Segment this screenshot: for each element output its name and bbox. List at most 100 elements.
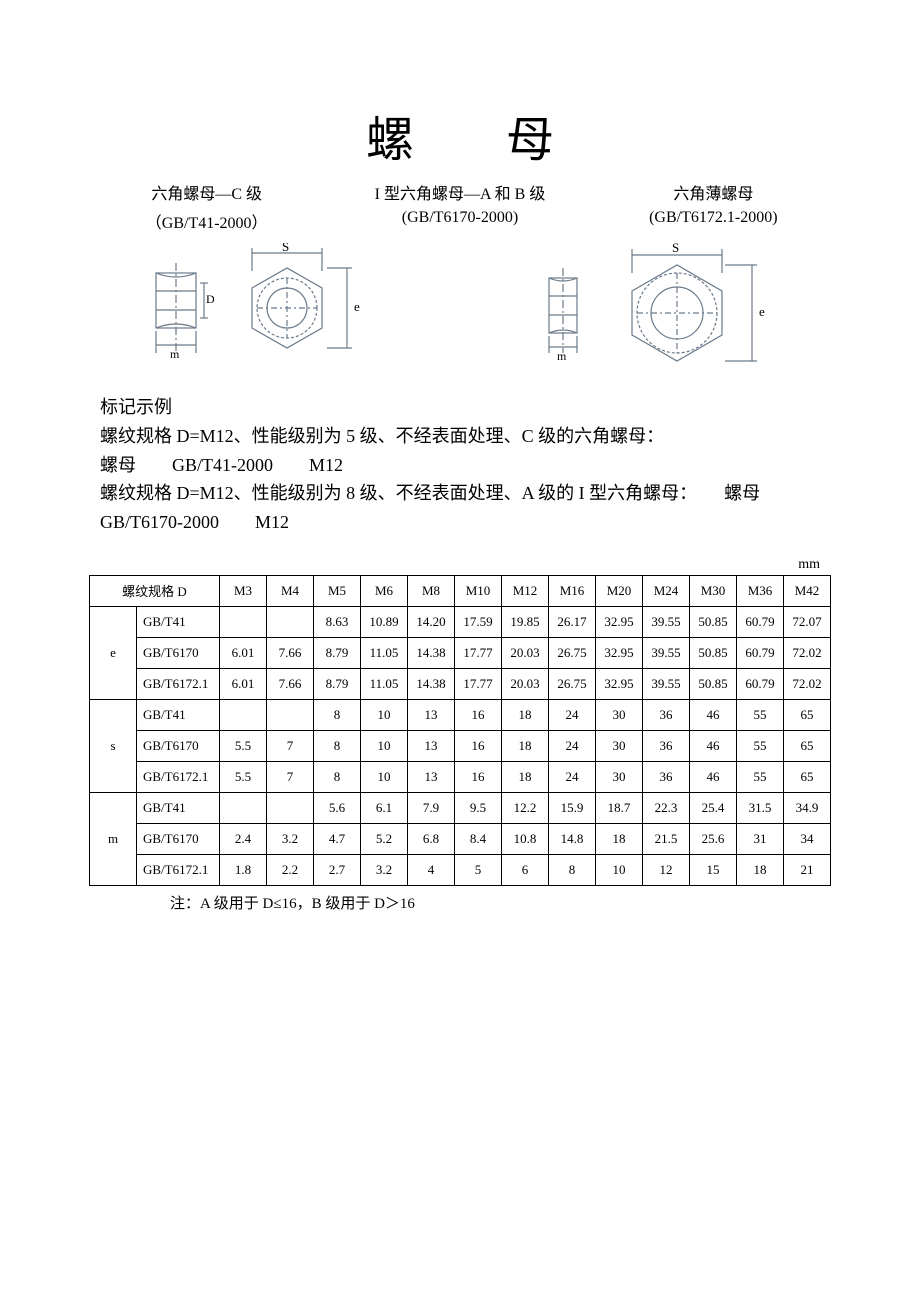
value-cell: 50.85	[690, 668, 737, 699]
value-cell: 25.6	[690, 823, 737, 854]
value-cell: 24	[549, 699, 596, 730]
value-cell: 55	[737, 761, 784, 792]
value-cell: 8.4	[455, 823, 502, 854]
param-cell: e	[90, 606, 137, 699]
value-cell: 3.2	[267, 823, 314, 854]
value-cell: 14.38	[408, 637, 455, 668]
value-cell: 46	[690, 730, 737, 761]
value-cell: 60.79	[737, 668, 784, 699]
value-cell: 7.9	[408, 792, 455, 823]
value-cell: 26.17	[549, 606, 596, 637]
col-size: M4	[267, 575, 314, 606]
value-cell: 8	[314, 730, 361, 761]
value-cell: 9.5	[455, 792, 502, 823]
value-cell: 8.79	[314, 668, 361, 699]
value-cell: 18	[502, 699, 549, 730]
value-cell: 32.95	[596, 637, 643, 668]
dim-S-label: S	[282, 243, 289, 254]
value-cell: 30	[596, 699, 643, 730]
col-size: M24	[643, 575, 690, 606]
value-cell: 15	[690, 854, 737, 885]
value-cell: 39.55	[643, 668, 690, 699]
value-cell: 8	[549, 854, 596, 885]
col-size: M20	[596, 575, 643, 606]
example-line2: 螺母 GB/T41-2000 M12	[100, 451, 820, 480]
value-cell: 25.4	[690, 792, 737, 823]
value-cell: 14.8	[549, 823, 596, 854]
thin-nut-top-view-icon: S e	[607, 243, 777, 373]
value-cell: 31.5	[737, 792, 784, 823]
param-cell: s	[90, 699, 137, 792]
value-cell	[220, 792, 267, 823]
value-cell: 32.95	[596, 668, 643, 699]
value-cell: 10.89	[361, 606, 408, 637]
col-size: M8	[408, 575, 455, 606]
standard-cell: GB/T6170	[137, 823, 220, 854]
value-cell: 17.77	[455, 637, 502, 668]
value-cell: 7	[267, 761, 314, 792]
value-cell: 4.7	[314, 823, 361, 854]
col-size: M12	[502, 575, 549, 606]
col-size: M6	[361, 575, 408, 606]
value-cell: 18	[737, 854, 784, 885]
value-cell: 30	[596, 761, 643, 792]
dim-e-label: e	[354, 299, 360, 314]
unit-label: mm	[40, 557, 820, 573]
value-cell: 11.05	[361, 637, 408, 668]
dim-e-label-2: e	[759, 304, 765, 319]
subcode-1: （GB/T41-2000）	[80, 209, 333, 233]
diagram-group-1: D m S e	[144, 243, 372, 373]
table-row: GB/T6172.15.57810131618243036465565	[90, 761, 831, 792]
nut-top-view-icon: S e	[222, 243, 372, 373]
table-row: sGB/T41810131618243036465565	[90, 699, 831, 730]
value-cell: 72.07	[784, 606, 831, 637]
value-cell: 72.02	[784, 668, 831, 699]
dim-m-label: m	[170, 347, 180, 361]
value-cell: 34	[784, 823, 831, 854]
dim-D-label: D	[206, 292, 214, 306]
param-cell: m	[90, 792, 137, 885]
table-row: GB/T61702.43.24.75.26.88.410.814.81821.5…	[90, 823, 831, 854]
value-cell: 14.38	[408, 668, 455, 699]
value-cell: 5.6	[314, 792, 361, 823]
value-cell: 2.2	[267, 854, 314, 885]
value-cell: 6	[502, 854, 549, 885]
value-cell: 7	[267, 730, 314, 761]
value-cell: 17.77	[455, 668, 502, 699]
value-cell: 1.8	[220, 854, 267, 885]
value-cell: 20.03	[502, 668, 549, 699]
standard-cell: GB/T6172.1	[137, 668, 220, 699]
subtitle-1: 六角螺母—C 级	[80, 180, 333, 204]
table-row: GB/T6172.16.017.668.7911.0514.3817.7720.…	[90, 668, 831, 699]
table-row: GB/T61705.57810131618243036465565	[90, 730, 831, 761]
value-cell: 17.59	[455, 606, 502, 637]
col-size: M3	[220, 575, 267, 606]
value-cell: 55	[737, 730, 784, 761]
thin-nut-side-view-icon: m	[539, 253, 599, 363]
value-cell: 5.5	[220, 761, 267, 792]
value-cell	[267, 606, 314, 637]
value-cell: 36	[643, 761, 690, 792]
table-header-row: 螺纹规格 D M3 M4 M5 M6 M8 M10 M12 M16 M20 M2…	[90, 575, 831, 606]
value-cell: 6.8	[408, 823, 455, 854]
value-cell: 8	[314, 761, 361, 792]
value-cell: 50.85	[690, 637, 737, 668]
table-row: mGB/T415.66.17.99.512.215.918.722.325.43…	[90, 792, 831, 823]
value-cell: 50.85	[690, 606, 737, 637]
value-cell: 46	[690, 761, 737, 792]
value-cell: 65	[784, 699, 831, 730]
value-cell: 6.1	[361, 792, 408, 823]
value-cell: 31	[737, 823, 784, 854]
value-cell: 26.75	[549, 668, 596, 699]
value-cell: 2.4	[220, 823, 267, 854]
value-cell	[267, 792, 314, 823]
value-cell: 36	[643, 699, 690, 730]
value-cell: 65	[784, 761, 831, 792]
value-cell: 15.9	[549, 792, 596, 823]
diagram-row: D m S e	[60, 243, 860, 373]
value-cell: 18	[502, 730, 549, 761]
value-cell: 21	[784, 854, 831, 885]
subtitle-row: 六角螺母—C 级 I 型六角螺母—A 和 B 级 六角薄螺母	[80, 180, 840, 204]
value-cell: 13	[408, 761, 455, 792]
subtitle-2: I 型六角螺母—A 和 B 级	[333, 180, 586, 204]
